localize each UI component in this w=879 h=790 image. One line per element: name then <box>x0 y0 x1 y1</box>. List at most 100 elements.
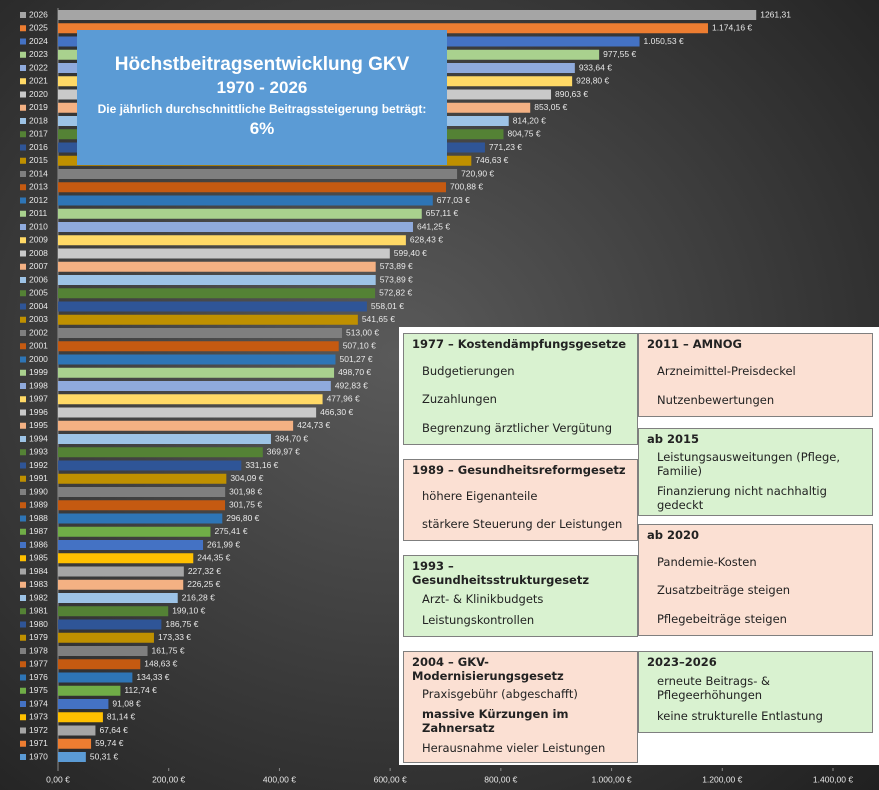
value-label: 148,63 € <box>144 659 177 669</box>
bar <box>58 487 226 497</box>
bar <box>58 341 339 352</box>
chart-subtitle: 1970 - 2026 <box>216 78 308 97</box>
value-label: 466,30 € <box>320 407 353 417</box>
legend-swatch <box>20 674 26 681</box>
legend-swatch <box>20 65 26 71</box>
legend-swatch <box>20 383 26 389</box>
value-label: 1.174,16 € <box>712 23 752 33</box>
value-label: 296,80 € <box>226 513 259 523</box>
bar <box>58 222 413 232</box>
bar <box>58 725 96 736</box>
bar <box>58 526 211 537</box>
value-label: 657,11 € <box>426 208 459 218</box>
value-label: 331,16 € <box>245 460 278 470</box>
y-tick-label: 1993 <box>29 447 48 457</box>
legend-swatch <box>20 462 26 469</box>
legend-swatch <box>20 51 26 58</box>
x-tick-label: 0,00 € <box>46 774 70 784</box>
legend-swatch <box>20 12 26 18</box>
y-tick-label: 2019 <box>29 102 48 112</box>
value-label: 304,09 € <box>230 473 263 483</box>
y-tick-label: 2009 <box>29 235 48 245</box>
y-tick-label: 1991 <box>29 473 48 483</box>
value-label: 558,01 € <box>371 301 404 311</box>
y-tick-label: 2022 <box>29 62 48 72</box>
legend-swatch <box>20 197 26 204</box>
info-box-title: ab 2020 <box>647 528 700 542</box>
info-box-title: 1977 – Kostendämpfungsgesetze <box>412 337 627 351</box>
legend-swatch <box>20 330 26 336</box>
y-tick-label: 1996 <box>29 407 48 417</box>
y-tick-label: 1983 <box>29 579 48 589</box>
info-box-item: höhere Eigenanteile <box>422 489 538 503</box>
y-tick-label: 2020 <box>29 89 48 99</box>
info-box-item: Budgetierungen <box>422 363 515 378</box>
info-box-item: Begrenzung ärztlicher Vergütung <box>422 420 613 435</box>
info-box: 2004 – GKV-Modernisierungsgesetz Praxisge… <box>403 651 638 763</box>
x-tick-label: 1.400,00 € <box>813 774 853 784</box>
y-tick-label: 1985 <box>29 553 48 563</box>
bar <box>58 619 162 630</box>
legend-swatch <box>20 621 26 628</box>
x-tick-label: 200,00 € <box>152 774 185 784</box>
legend-swatch <box>20 528 26 535</box>
y-tick-label: 1992 <box>29 460 48 470</box>
x-tick-label: 400,00 € <box>263 774 296 784</box>
y-tick-label: 1979 <box>29 632 48 642</box>
bar <box>58 288 376 299</box>
value-label: 599,40 € <box>394 248 427 258</box>
info-box: 1977 – Kostendämpfungsgesetze Budgetierun… <box>403 333 638 445</box>
legend-swatch <box>20 303 26 310</box>
y-tick-label: 1990 <box>29 486 48 496</box>
value-label: 977,55 € <box>603 49 636 59</box>
info-box-item: Pflegebeiträge steigen <box>657 611 787 626</box>
x-tick-label: 1.200,00 € <box>702 774 742 784</box>
y-tick-label: 2014 <box>29 168 48 178</box>
y-tick-label: 1970 <box>29 751 48 761</box>
value-label: 541,65 € <box>362 314 395 324</box>
legend-swatch <box>20 277 26 283</box>
legend-swatch <box>20 38 26 45</box>
info-box-item: Leistungskontrollen <box>422 613 535 627</box>
info-box: 2011 – AMNOG Arzneimittel-Preisdeckel Nutz… <box>638 333 873 417</box>
value-label: 641,25 € <box>417 221 450 231</box>
y-tick-label: 1971 <box>29 738 48 748</box>
value-label: 498,70 € <box>338 367 371 377</box>
bar <box>58 606 169 617</box>
value-label: 91,08 € <box>112 698 141 708</box>
legend-swatch <box>20 184 26 191</box>
info-panel: 1977 – Kostendämpfungsgesetze Budgetierun… <box>399 327 879 765</box>
info-box-item: erneute Beitrags- & Pflegeerhöhungen <box>657 674 771 702</box>
bar <box>58 460 242 471</box>
y-tick-label: 2011 <box>29 208 48 218</box>
legend-swatch <box>20 396 26 403</box>
legend-swatch <box>20 210 26 217</box>
legend-swatch <box>20 157 26 164</box>
legend-swatch <box>20 502 26 509</box>
bar <box>58 261 376 272</box>
value-label: 186,75 € <box>165 619 198 629</box>
y-tick-label: 1988 <box>29 513 48 523</box>
y-tick-label: 2017 <box>29 129 48 139</box>
legend-swatch <box>20 515 26 522</box>
x-tick-label: 600,00 € <box>374 774 407 784</box>
bar <box>58 699 109 709</box>
info-box: ab 2015 Leistungsausweitungen (Pflege, Fa… <box>638 428 873 516</box>
bar <box>58 632 154 643</box>
bar <box>58 301 367 312</box>
legend-swatch <box>20 369 26 376</box>
value-label: 112,74 € <box>124 685 157 695</box>
legend-swatch <box>20 422 26 429</box>
legend-swatch <box>20 740 26 747</box>
legend-swatch <box>20 25 26 32</box>
y-tick-label: 2013 <box>29 182 48 192</box>
y-tick-label: 2023 <box>29 49 48 59</box>
value-label: 890,63 € <box>555 89 588 99</box>
y-tick-label: 1982 <box>29 592 48 602</box>
value-label: 492,83 € <box>335 380 368 390</box>
y-tick-label: 2002 <box>29 327 48 337</box>
bar <box>58 169 458 179</box>
legend-swatch <box>20 595 26 601</box>
y-tick-label: 2018 <box>29 115 48 125</box>
legend-swatch <box>20 237 26 244</box>
